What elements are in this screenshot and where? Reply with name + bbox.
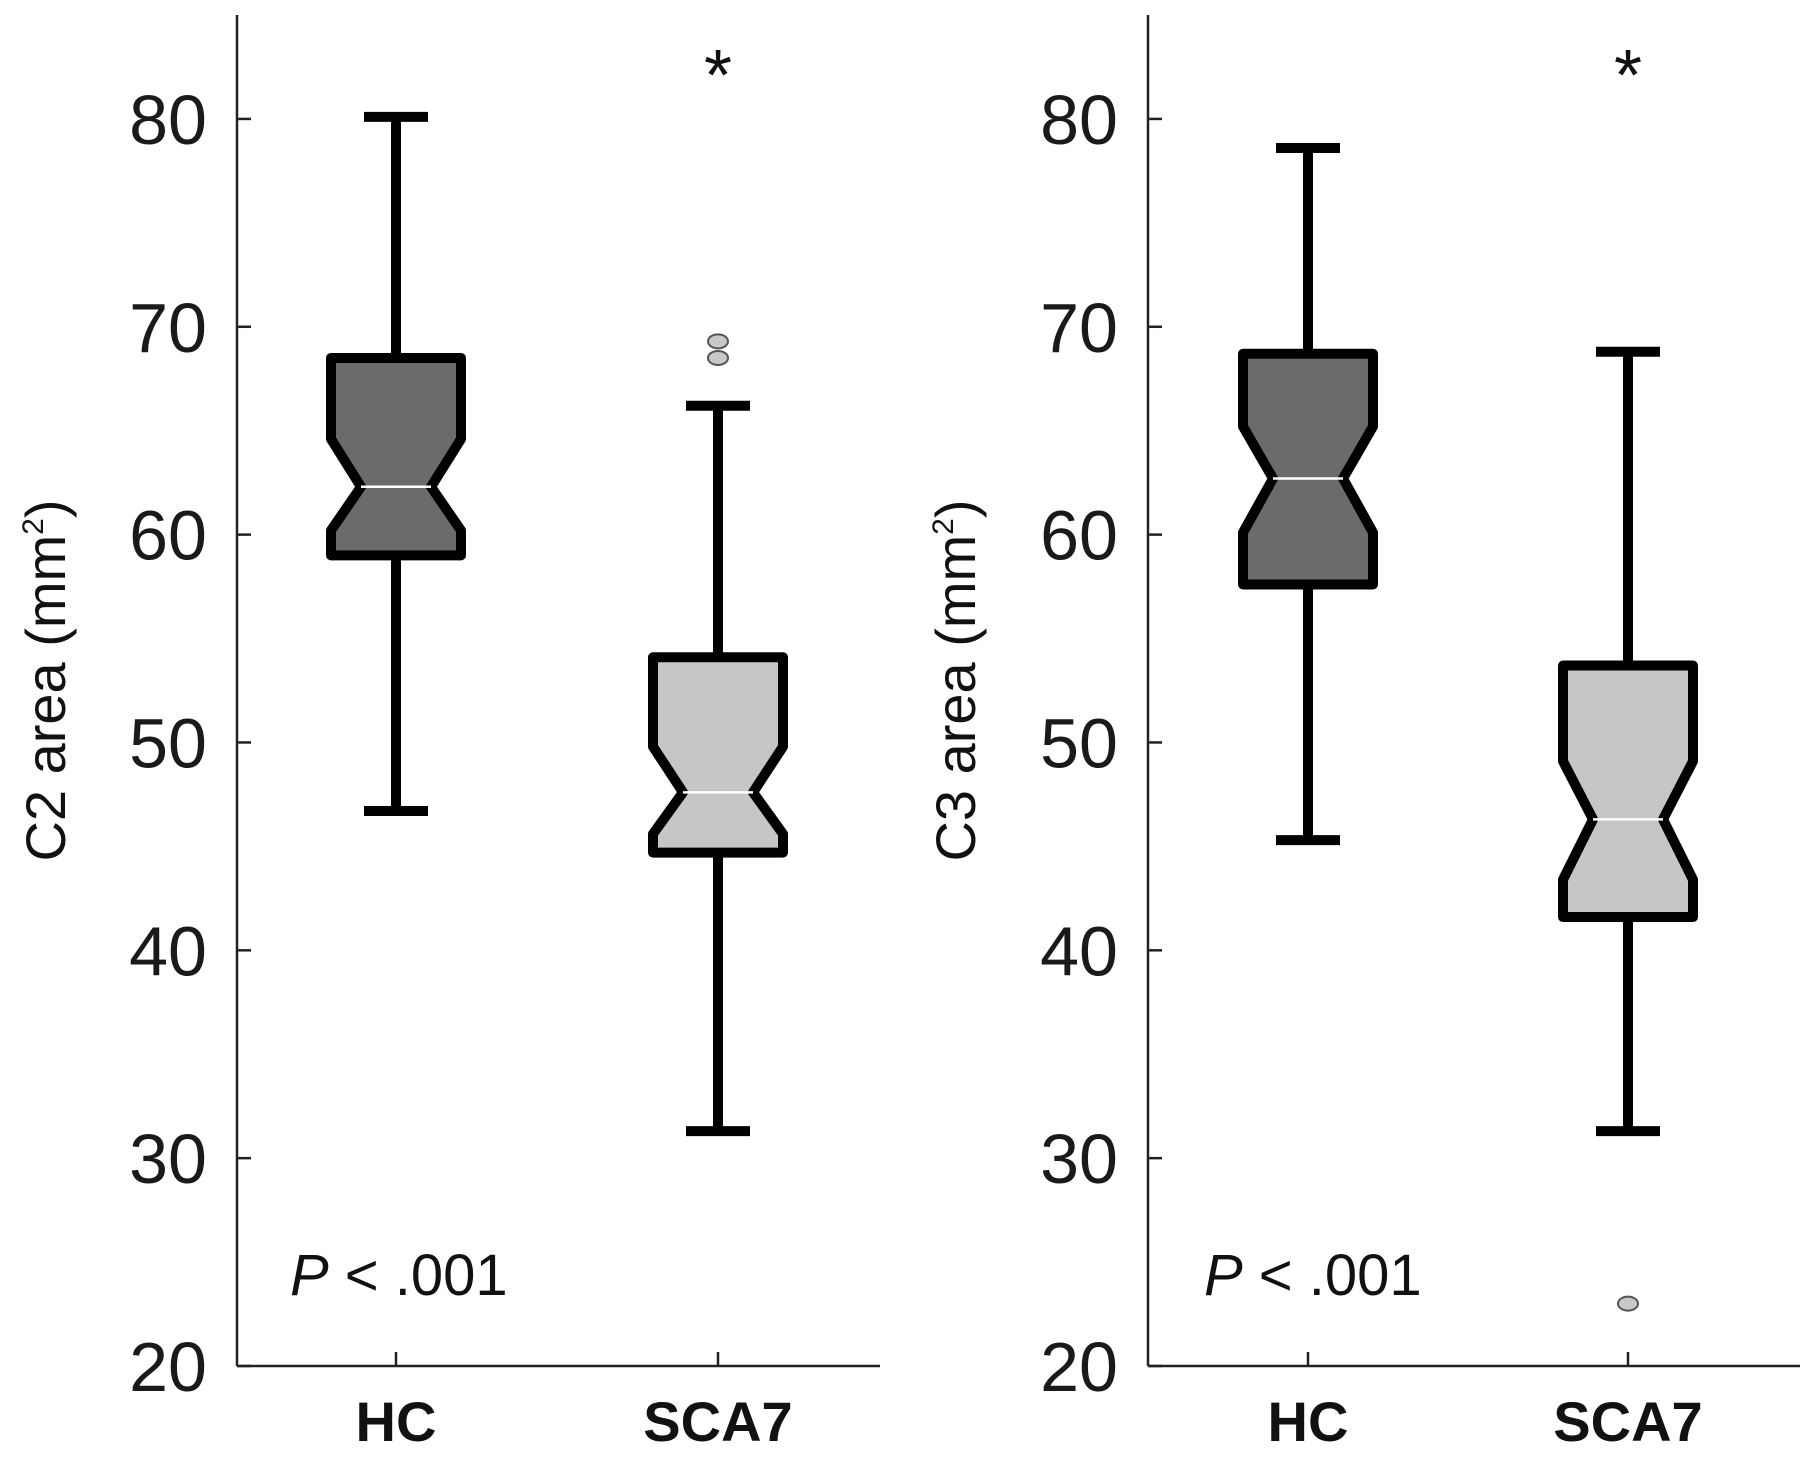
box-sca7: * [648,36,788,1137]
outlier-point [707,349,729,366]
panel-2: 20 30 40 50 60 70 80 HC SCA7 C3 area (mm2) * P < .0… [924,15,1800,1453]
y-axis-title-superscript: 2 [17,518,50,535]
x-tick-label: HC [356,1390,437,1453]
p-value-symbol: P [290,1243,329,1308]
box-hc [1238,143,1378,846]
y-tick-label: 20 [129,1328,207,1406]
notched-box [326,352,466,561]
significance-marker: * [704,36,732,116]
y-axis-title: C2 area (mm2) [14,499,77,861]
y-tick-label: 50 [129,704,207,782]
significance-marker: * [1614,36,1642,116]
y-tick-label: 50 [1040,704,1118,782]
y-axis-title-superscript: 2 [927,518,960,535]
p-value-text: < .001 [1243,1243,1422,1308]
box-hc [326,111,466,817]
y-tick-label: 60 [1040,497,1118,575]
notched-box [1558,660,1698,923]
notched-box [648,652,788,858]
p-value-symbol: P [1204,1243,1243,1308]
p-value-text: < .001 [329,1243,508,1308]
y-tick-label: 70 [1040,289,1118,367]
p-value-annotation: P < .001 [1204,1243,1422,1308]
y-axis-title-close: ) [924,499,987,518]
y-tick-label: 80 [129,81,207,159]
y-axis-title: C3 area (mm2) [924,499,987,861]
y-tick-label: 40 [1040,912,1118,990]
p-value-annotation: P < .001 [290,1243,508,1308]
y-tick-label: 20 [1040,1328,1118,1406]
y-axis-title-text: C2 area (mm [14,535,77,862]
x-tick-label: HC [1268,1390,1349,1453]
x-tick-label: SCA7 [1553,1390,1702,1453]
y-tick-label: 60 [129,497,207,575]
y-axis-title-close: ) [14,499,77,518]
panel-1: 20 30 40 50 60 70 80 HC SCA7 C2 area (mm2) * P < .0… [14,15,880,1453]
outlier-point [1617,1295,1639,1312]
box-sca7: * [1558,36,1698,1312]
y-tick-label: 30 [1040,1120,1118,1198]
y-tick-label: 80 [1040,81,1118,159]
outlier-point [707,333,729,350]
notched-box [1238,348,1378,590]
x-tick-label: SCA7 [643,1390,792,1453]
y-tick-label: 40 [129,912,207,990]
y-axis-title-text: C3 area (mm [924,535,987,862]
y-tick-label: 70 [129,289,207,367]
y-tick-label: 30 [129,1120,207,1198]
